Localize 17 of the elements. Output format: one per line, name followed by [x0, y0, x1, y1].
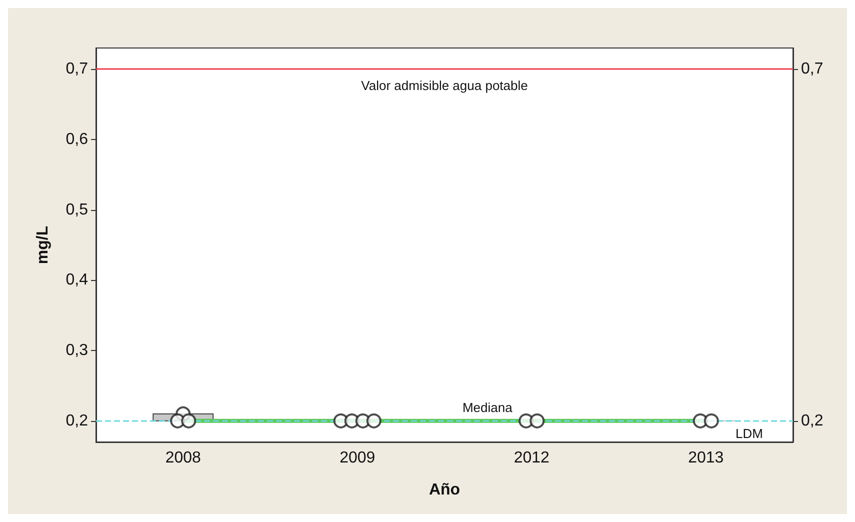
series-label: Mediana — [462, 400, 514, 415]
y-axis-title: mg/L — [34, 226, 52, 264]
x-tick-label: 2012 — [514, 450, 550, 466]
x-tick-label: 2013 — [688, 450, 724, 466]
ref-line-label: Valor admisible agua potable — [361, 78, 528, 94]
y-tick-label: 0,4 — [66, 272, 88, 289]
y-tick-label: 0,3 — [66, 342, 88, 360]
y-tick-label: 0,5 — [66, 201, 88, 218]
y-tick-label: 0,7 — [66, 60, 88, 78]
x-axis-title: Año — [428, 482, 460, 498]
ref-line-label: LDM — [736, 426, 763, 441]
x-tick-label: 2009 — [340, 450, 376, 466]
y-tick-label: 0,6 — [66, 130, 88, 148]
y-tick-label: 0,2 — [66, 412, 88, 430]
x-tick-label: 2008 — [165, 450, 202, 466]
y2-tick-label: 0,2 — [801, 412, 824, 430]
y2-tick-label: 0,7 — [801, 60, 824, 78]
